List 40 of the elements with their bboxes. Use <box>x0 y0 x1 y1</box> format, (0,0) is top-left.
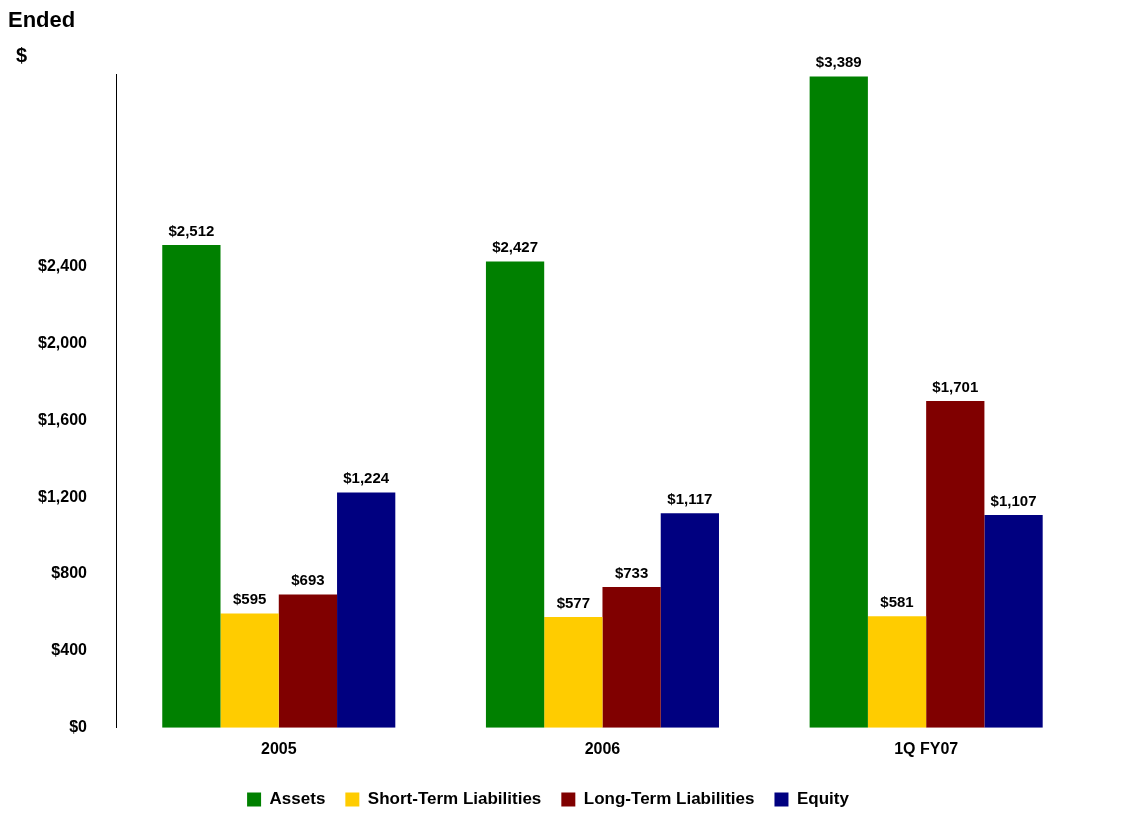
y-axis-title: $ <box>16 43 28 66</box>
y-tick-label: $800 <box>51 564 88 582</box>
bar <box>809 76 868 728</box>
bar <box>602 586 661 728</box>
data-label: $577 <box>556 593 591 611</box>
legend-label: Assets <box>269 789 326 809</box>
y-tick-label: $0 <box>69 718 88 736</box>
bar <box>867 616 927 728</box>
y-tick-label: $1,200 <box>38 487 88 505</box>
data-label: $1,107 <box>990 491 1037 509</box>
bar <box>162 245 221 728</box>
x-tick-label: 2005 <box>260 739 297 757</box>
legend-label: Long-Term Liabilities <box>583 789 755 809</box>
bar <box>544 616 603 728</box>
data-label: $1,701 <box>932 377 979 395</box>
data-label: $1,117 <box>667 489 713 507</box>
chart-title: Ended <box>8 7 76 33</box>
bar <box>337 492 396 728</box>
bar <box>926 400 985 728</box>
bar <box>220 613 279 728</box>
legend-label: Equity <box>796 789 850 809</box>
data-label: $3,389 <box>815 53 862 71</box>
data-label: $1,224 <box>343 469 390 487</box>
data-label: $733 <box>614 563 649 581</box>
bar <box>485 261 545 728</box>
data-label: $693 <box>291 571 325 589</box>
y-tick-label: $400 <box>51 641 88 659</box>
x-tick-label: 2006 <box>584 739 621 757</box>
data-label: $581 <box>880 592 914 610</box>
y-tick-label: $1,600 <box>38 410 88 428</box>
data-label: $2,427 <box>492 238 539 256</box>
bar <box>278 594 338 728</box>
bar <box>660 513 719 728</box>
data-label: $595 <box>232 590 267 608</box>
y-tick-label: $2,400 <box>38 256 88 274</box>
legend-label: Short-Term Liabilities <box>367 789 542 809</box>
bar <box>984 515 1043 728</box>
x-tick-label: 1Q FY07 <box>894 739 959 757</box>
data-label: $2,512 <box>168 221 215 239</box>
y-tick-label: $2,000 <box>38 333 88 351</box>
